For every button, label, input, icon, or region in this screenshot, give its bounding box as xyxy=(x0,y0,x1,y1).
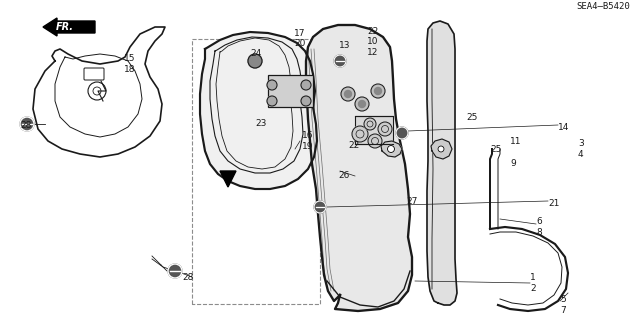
Polygon shape xyxy=(381,141,402,157)
Circle shape xyxy=(438,146,444,152)
Circle shape xyxy=(248,54,262,68)
Polygon shape xyxy=(200,32,317,189)
Text: 15
18: 15 18 xyxy=(124,54,136,74)
Text: 1
2: 1 2 xyxy=(530,273,536,293)
Circle shape xyxy=(168,264,182,278)
Text: 21: 21 xyxy=(548,198,559,207)
Text: 25: 25 xyxy=(466,113,477,122)
FancyArrow shape xyxy=(43,18,95,36)
Text: 17
20: 17 20 xyxy=(294,29,306,48)
Circle shape xyxy=(352,126,368,142)
Text: 22: 22 xyxy=(348,142,359,151)
Circle shape xyxy=(358,100,365,108)
Circle shape xyxy=(355,97,369,111)
Text: 5
7: 5 7 xyxy=(560,295,566,315)
Text: 3
4: 3 4 xyxy=(578,139,584,159)
Circle shape xyxy=(378,122,392,136)
Circle shape xyxy=(368,134,382,148)
Circle shape xyxy=(371,84,385,98)
FancyBboxPatch shape xyxy=(268,75,313,107)
Circle shape xyxy=(344,91,351,98)
Circle shape xyxy=(267,96,277,106)
Text: 24: 24 xyxy=(250,49,261,58)
Text: 28: 28 xyxy=(182,272,193,281)
Polygon shape xyxy=(427,21,457,305)
Circle shape xyxy=(334,55,346,67)
Text: 9: 9 xyxy=(510,160,516,168)
Text: 22
10
12: 22 10 12 xyxy=(367,27,379,57)
Circle shape xyxy=(396,127,408,139)
Text: 27: 27 xyxy=(406,197,417,205)
Text: 11: 11 xyxy=(510,137,522,145)
Polygon shape xyxy=(306,25,412,311)
Polygon shape xyxy=(431,139,452,159)
Text: 6
8: 6 8 xyxy=(536,217,541,237)
Text: 28: 28 xyxy=(20,122,31,130)
Circle shape xyxy=(301,80,311,90)
Polygon shape xyxy=(220,171,236,187)
FancyBboxPatch shape xyxy=(84,68,104,80)
Circle shape xyxy=(341,87,355,101)
Circle shape xyxy=(267,80,277,90)
Circle shape xyxy=(88,82,106,100)
Circle shape xyxy=(387,145,394,152)
Text: FR.: FR. xyxy=(56,22,74,32)
Polygon shape xyxy=(33,27,165,157)
FancyBboxPatch shape xyxy=(355,116,393,144)
Text: 16
19: 16 19 xyxy=(302,131,314,151)
Circle shape xyxy=(20,117,34,131)
Circle shape xyxy=(301,96,311,106)
Circle shape xyxy=(314,201,326,213)
Text: 26: 26 xyxy=(338,172,349,181)
Text: SEA4–B5420: SEA4–B5420 xyxy=(576,2,630,11)
Text: 25: 25 xyxy=(490,145,501,153)
Text: 13: 13 xyxy=(339,41,351,50)
Circle shape xyxy=(374,87,381,94)
Circle shape xyxy=(364,118,376,130)
Text: 23: 23 xyxy=(255,118,266,128)
Text: 14: 14 xyxy=(558,122,570,131)
